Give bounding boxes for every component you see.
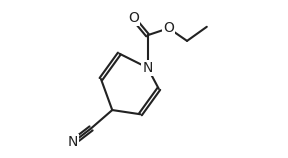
Text: N: N (68, 136, 78, 149)
Text: O: O (128, 11, 139, 25)
Text: N: N (142, 61, 153, 75)
Text: O: O (163, 21, 174, 35)
